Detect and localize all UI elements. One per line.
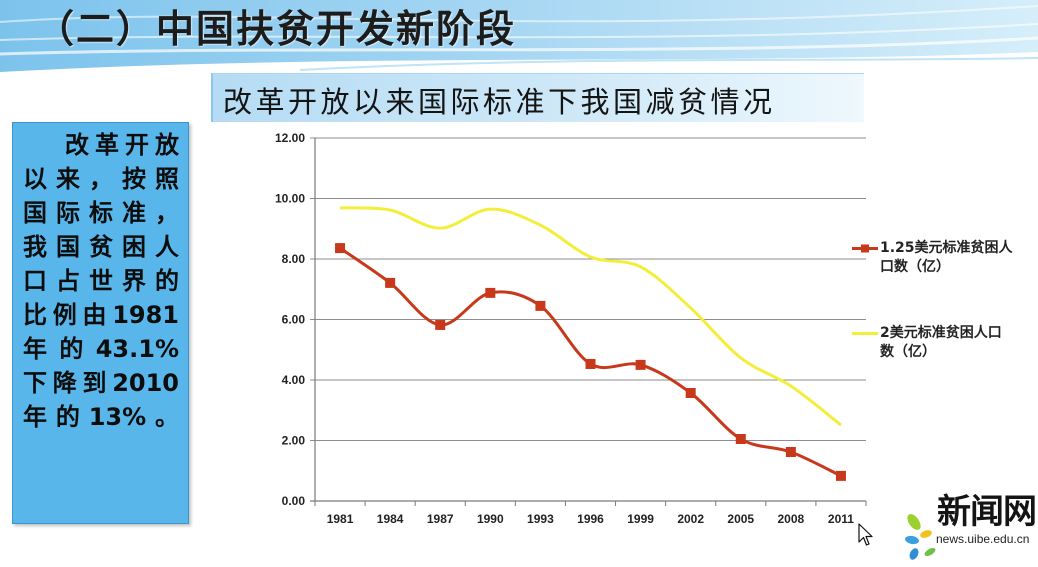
summary-line: 年的43.1% — [23, 335, 179, 363]
news-site-logo: 新闻网 news.uibe.edu.cn — [900, 484, 1037, 564]
x-tick-label: 2002 — [677, 512, 704, 526]
series-1-point — [385, 277, 396, 288]
x-tick-label: 2008 — [778, 512, 805, 526]
summary-line: 比例由1981 — [23, 301, 179, 329]
series-2-line — [339, 206, 842, 427]
series-1-point — [335, 243, 346, 254]
x-tick-label: 1987 — [427, 512, 454, 526]
logo-leaves-icon — [905, 514, 936, 560]
legend-label-line: 口数（亿） — [880, 259, 950, 275]
x-tick-label: 1984 — [377, 512, 404, 526]
x-tick-label: 1990 — [477, 512, 504, 526]
summary-line: 以来，按照 — [23, 165, 179, 193]
y-tick-label: 0.00 — [282, 494, 306, 508]
x-tick-label: 1996 — [577, 512, 604, 526]
x-tick-label: 2011 — [828, 512, 854, 526]
x-tick-label: 1999 — [627, 512, 654, 526]
legend-label-line: 2美元标准贫困人口 — [880, 325, 1002, 341]
y-tick-label: 4.00 — [282, 373, 306, 387]
legend-yellow-line-icon — [852, 332, 878, 335]
summary-line: 下降到2010 — [23, 369, 179, 397]
summary-line: 我国贫困人 — [23, 233, 179, 261]
legend-label: 2美元标准贫困人口 数（亿） — [880, 324, 1002, 362]
x-tick-label: 2005 — [727, 512, 754, 526]
summary-text-panel: 改革开放 以来，按照 国际标准， 我国贫困人 口占世界的 比例由1981 年的4… — [12, 122, 189, 524]
x-tick-label: 1993 — [527, 512, 554, 526]
legend-label-line: 1.25美元标准贫困人 — [880, 240, 1013, 256]
series-1-point — [835, 470, 846, 481]
series-1-point — [535, 300, 546, 311]
series-1-point — [785, 446, 796, 457]
y-tick-label: 2.00 — [282, 434, 306, 448]
series-1-point — [735, 433, 746, 444]
mouse-cursor-icon — [858, 523, 873, 546]
legend-red-square-marker-icon — [852, 244, 878, 253]
series-1-point — [635, 359, 646, 370]
legend-label-line: 数（亿） — [880, 344, 936, 360]
logo-url: news.uibe.edu.cn — [936, 532, 1030, 546]
y-tick-label: 12.00 — [275, 131, 305, 145]
chart-subtitle-box: 改革开放以来国际标准下我国减贫情况 — [211, 73, 864, 122]
y-tick-label: 10.00 — [275, 192, 305, 206]
chart-subtitle: 改革开放以来国际标准下我国减贫情况 — [223, 85, 776, 119]
summary-line: 年的13%。 — [23, 403, 179, 431]
summary-line: 口占世界的 — [23, 267, 179, 295]
series-1-point — [435, 319, 446, 330]
summary-line: 改革开放 — [65, 131, 179, 159]
page-title: （二）中国扶贫开发新阶段 — [36, 7, 517, 51]
series-1-point — [485, 287, 496, 298]
legend-label: 1.25美元标准贫困人 口数（亿） — [880, 239, 1013, 277]
logo-wordmark: 新闻网 — [937, 492, 1037, 532]
summary-line: 国际标准， — [23, 199, 179, 227]
y-tick-label: 8.00 — [282, 252, 306, 266]
x-tick-label: 1981 — [327, 512, 354, 526]
y-tick-label: 6.00 — [282, 313, 306, 327]
series-1-point — [685, 388, 696, 399]
series-1-point — [585, 358, 596, 369]
